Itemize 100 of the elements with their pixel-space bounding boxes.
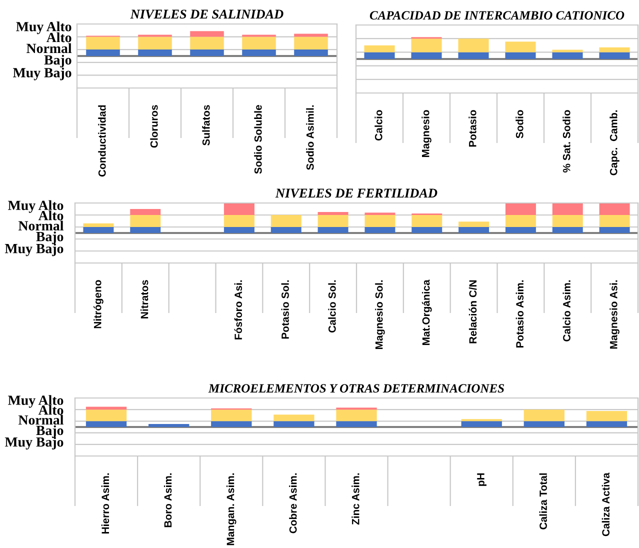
bar: [505, 52, 536, 59]
bar: [458, 38, 489, 52]
bar: [599, 52, 630, 59]
bar: [552, 203, 583, 215]
bar: [336, 421, 377, 427]
text: Normal: [26, 43, 72, 54]
bar: [524, 410, 564, 422]
bar: [411, 38, 442, 52]
bar: [224, 215, 254, 227]
bar: [148, 424, 190, 427]
bar: [412, 227, 442, 233]
bar: [294, 50, 328, 56]
bar: [138, 50, 172, 56]
x-tick-label: Boro Asim.: [164, 473, 172, 528]
bar: [318, 215, 348, 227]
bar: [211, 410, 252, 422]
x-tick-label: Fósforo Asi.: [234, 280, 242, 340]
bar: [270, 215, 302, 227]
bar: [190, 50, 224, 56]
bar: [461, 421, 502, 427]
bar: [458, 227, 490, 233]
x-tick-label: Sodio Soluble: [254, 105, 262, 174]
text: Muy Bajo: [4, 243, 64, 256]
bar: [364, 227, 396, 233]
bar: [224, 227, 254, 233]
bar: [364, 52, 395, 59]
text: Alto: [38, 210, 64, 220]
x-tick-label: Zinc Asim.: [352, 473, 360, 525]
bar: [130, 215, 161, 227]
bar: [242, 36, 276, 50]
bar: [242, 50, 276, 56]
bar: [505, 203, 536, 215]
bar: [318, 227, 348, 233]
x-tick-label: Sodio: [516, 110, 524, 138]
text: Normal: [18, 414, 64, 425]
bar: [412, 215, 442, 227]
x-tick-label: Potasio Asim.: [516, 280, 524, 348]
bar: [190, 31, 224, 37]
x-tick-label: Nitrógeno: [94, 280, 104, 328]
bar: [318, 212, 348, 215]
x-tick-label: Relación C/N: [468, 280, 477, 344]
bar: [138, 36, 172, 50]
x-tick-label: Caliza Activa: [602, 472, 610, 536]
bar: [552, 215, 583, 227]
x-tick-label: Calcio: [374, 110, 382, 140]
x-tick-label: Mat.Orgánica: [422, 280, 432, 345]
bar: [364, 215, 396, 227]
bar: [505, 42, 536, 52]
bar: [505, 227, 536, 233]
x-tick-label: Mangan. Asim.: [226, 473, 236, 546]
bar: [130, 227, 161, 233]
x-tick-label: Sodio Asimil.: [306, 105, 314, 170]
text: Bajo: [44, 54, 72, 68]
bar: [294, 36, 328, 50]
bar: [130, 209, 161, 215]
bar: [224, 203, 254, 215]
text: Alto: [46, 32, 72, 42]
bar: [86, 410, 127, 422]
x-tick-label: Conductividad: [98, 105, 106, 177]
text: Bajo: [36, 232, 64, 244]
bar: [211, 421, 252, 427]
x-tick-label: Capc. Camb.: [610, 110, 620, 176]
bar: [599, 215, 630, 227]
bar: [458, 222, 490, 227]
bar: [86, 421, 127, 427]
chart-title: MICROELEMENTOS Y OTRAS DETERMINACIONES: [208, 384, 504, 393]
x-tick-label: Calcio Asim.: [562, 280, 570, 342]
bar: [505, 215, 536, 227]
x-tick-label: Nitratos: [140, 280, 148, 318]
bar: [599, 227, 630, 233]
x-tick-label: Calcio Sol.: [328, 280, 336, 332]
x-tick-label: Potasio Sol.: [281, 280, 289, 339]
x-tick-label: pH: [477, 473, 486, 486]
bar: [599, 203, 630, 215]
bar: [190, 36, 224, 50]
bar: [458, 52, 489, 59]
bar: [364, 45, 395, 52]
x-tick-label: Hierro Asim.: [101, 473, 110, 534]
x-tick-label: Magnesio Asi.: [610, 280, 620, 349]
bar: [83, 227, 114, 233]
bar: [270, 227, 302, 233]
bar: [524, 421, 564, 427]
bar: [586, 411, 628, 422]
text: Normal: [18, 220, 64, 230]
bar: [599, 47, 630, 52]
bar: [274, 421, 314, 427]
x-tick-label: % Sat. Sodio: [562, 110, 570, 172]
x-tick-label: Sulfatos: [202, 105, 210, 146]
bar: [552, 227, 583, 233]
bar: [552, 52, 583, 59]
bar: [586, 421, 628, 427]
x-tick-label: Magnesio: [422, 110, 432, 158]
text: Muy Bajo: [4, 436, 64, 450]
text: Muy Bajo: [13, 68, 72, 80]
bar: [274, 414, 314, 422]
bar: [294, 34, 328, 37]
bar: [86, 50, 120, 56]
x-tick-label: Caliza Total: [539, 473, 547, 530]
bar: [411, 52, 442, 59]
x-tick-label: Magnesio Sol.: [375, 280, 385, 349]
